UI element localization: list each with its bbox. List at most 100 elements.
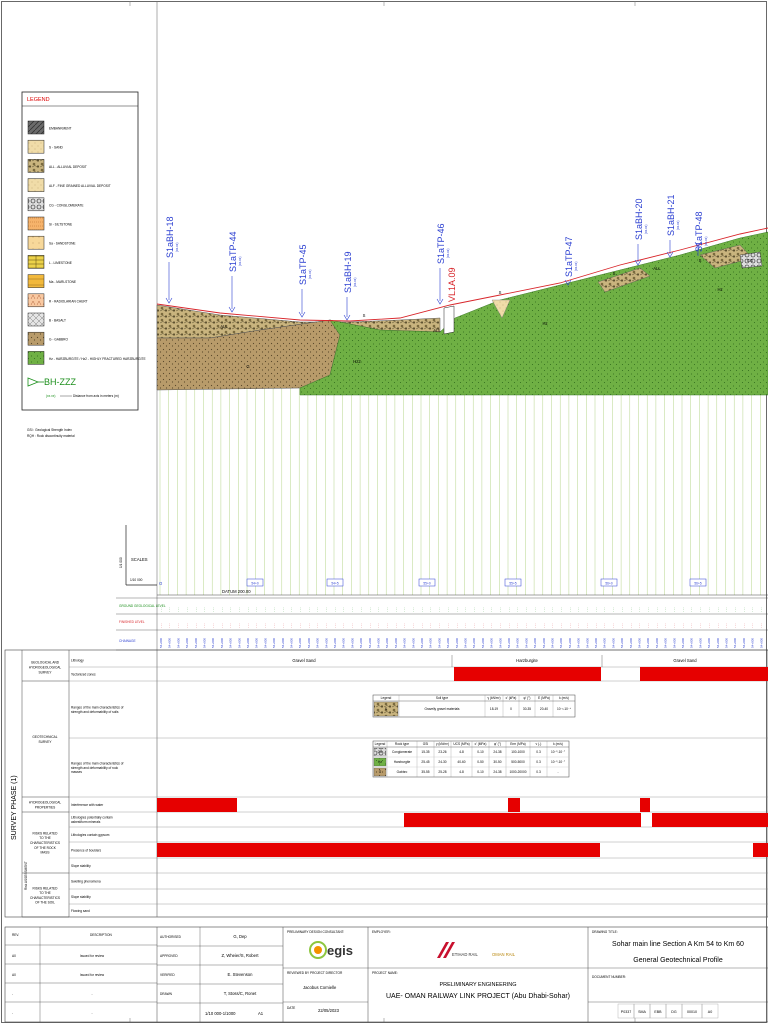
project-label: PROJECT NAME: <box>372 971 398 975</box>
ground-level-tick: - - - <box>542 607 546 612</box>
finished-level-tick: - - - <box>559 623 563 628</box>
ground-level-tick: - - - <box>307 607 311 612</box>
legend-item-label: CG - CONGLOMERATE <box>49 203 83 207</box>
finished-level-tick: - - - <box>655 623 659 628</box>
chainage-tick: 54+000 <box>246 638 250 648</box>
ground-level-tick: - - - <box>707 607 711 612</box>
unit-label: Hz2 <box>353 359 361 364</box>
chainage-tick: 54+000 <box>220 638 224 648</box>
scale-bar: SCALES 1/1 000 1/10 000 <box>119 525 157 586</box>
table-cell: 10⁻⁵-10⁻⁷ <box>551 750 566 754</box>
table-cell: CG <box>378 750 383 754</box>
role-label: APPROVED <box>160 954 178 958</box>
chainage-tick: 54+000 <box>646 638 650 648</box>
legend-item-label: Ma - MARLSTONE <box>49 280 76 284</box>
doc-number-value: SMA <box>638 1010 646 1014</box>
drawing-title-label: DRAWING TITLE: <box>592 930 618 934</box>
risk-bar-water-1 <box>157 798 237 812</box>
structure-label: VL1A.09 <box>447 267 457 302</box>
borehole-sub: (xx.xx) <box>175 243 179 252</box>
survey-group-label: RISKS RELATED TO THE CHARACTERISTICS OF THE… <box>30 886 60 904</box>
ground-level-tick: - - - <box>377 607 381 612</box>
legend-borehole-label: BH-ZZZ <box>44 377 76 387</box>
table-header: φ' (°) <box>494 742 501 746</box>
table-header: Erm (MPa) <box>510 742 525 746</box>
sheet-value: A1 <box>258 1011 264 1016</box>
table-header: Legend <box>375 742 386 746</box>
finished-level-tick: - - - <box>159 623 163 628</box>
finished-level-tick: - - - <box>333 623 337 628</box>
ground-level-tick: - - - <box>481 607 485 612</box>
chainage-tag-label: 54+5 <box>331 582 338 586</box>
chainage-tick: 54+000 <box>429 638 433 648</box>
chainage-tag: 56+5 <box>689 578 707 587</box>
finished-level-tick: - - - <box>290 623 294 628</box>
legend-item-label: S - SAND <box>49 146 64 150</box>
legend-item-b: B - BASALT <box>27 312 66 327</box>
borehole-s1atp-45: S1aTP-45 (xx.xx) <box>298 244 312 318</box>
soil-properties-table: Legend Soil type γ (kN/m³) c' (kPa) φ' (°) E … <box>372 694 576 718</box>
borehole-label: S1aTP-48 <box>694 211 704 252</box>
finished-level-tick: - - - <box>638 623 642 628</box>
ground-level-tick: - - - <box>411 607 415 612</box>
chainage-tick: 54+000 <box>681 638 685 648</box>
role-label: AUTHORISED <box>160 935 182 939</box>
legend-item-label: Hz - HARZBURGITE / Hz2 - HIGHLY FRACTURE… <box>49 357 146 361</box>
chainage-tag-box <box>600 578 618 587</box>
finished-level-tick: - - - <box>551 623 555 628</box>
table-cell: 24-30 <box>438 760 446 764</box>
chainage-tag: 55+5 <box>504 578 522 587</box>
chainage-tick: 54+000 <box>568 638 572 648</box>
ground-level-tick: - - - <box>437 607 441 612</box>
chainage-tag-label: 54+0 <box>251 582 258 586</box>
table-swatch <box>373 747 387 757</box>
ground-level-tick: - - - <box>611 607 615 612</box>
table-cell: 0.3 <box>536 770 541 774</box>
survey-row-label: Ranges of the main characteristics of str… <box>71 706 124 714</box>
table-cell: 4-8 <box>459 770 464 774</box>
ground-level-tick: - - - <box>446 607 450 612</box>
chainage-tag: 54+5 <box>326 578 344 587</box>
datum-label: DATUM 200.00 <box>222 589 251 594</box>
legend-swatch <box>27 293 45 308</box>
finished-level-tick: - - - <box>568 623 572 628</box>
chainage-tick: 54+000 <box>350 638 354 648</box>
chainage-tick: 54+000 <box>490 638 494 648</box>
risk-bar-boulders-2 <box>753 843 768 857</box>
chainage-tick: 54+000 <box>368 638 372 648</box>
ground-level-tick: - - - <box>316 607 320 612</box>
finished-level-tick: - - - <box>307 623 311 628</box>
unit-label: ALL <box>220 324 228 329</box>
legend-item-ma: Ma - MARLSTONE <box>27 274 76 288</box>
finished-level-tick: - - - <box>368 623 372 628</box>
chainage-tick: 54+000 <box>533 638 537 648</box>
table-cell: Gabbro <box>397 770 408 774</box>
person-name: G, Dep <box>233 934 247 939</box>
legend-borehole-note: Distance from axis in meters (m) <box>73 394 119 398</box>
table-cell: 25-45 <box>421 760 429 764</box>
table-header: Legend <box>381 696 392 700</box>
ground-level-tick: - - - <box>368 607 372 612</box>
legend-swatch <box>27 312 45 327</box>
ground-level-tick: - - - <box>733 607 737 612</box>
ground-level-tick: - - - <box>255 607 259 612</box>
table-cell: 500-5000 <box>511 760 525 764</box>
ground-level-tick: - - - <box>272 607 276 612</box>
ground-level-tick: - - - <box>533 607 537 612</box>
ground-level-tick: - - - <box>551 607 555 612</box>
legend-item-all: ALL - ALLUVIAL DEPOSIT <box>27 159 87 173</box>
chainage-tick: 54+000 <box>559 638 563 648</box>
chainage-tick: 54+000 <box>342 638 346 648</box>
rev-header: REV. <box>12 933 19 937</box>
scale-value: 1/10 000-1/1000 <box>205 1011 236 1016</box>
doc-number-value: A0 <box>708 1010 712 1014</box>
ground-level-tick: - - - <box>690 607 694 612</box>
borehole-arrow-icon <box>436 298 444 305</box>
finished-level-tick: - - - <box>229 623 233 628</box>
finished-level-tick: - - - <box>411 623 415 628</box>
table-cell: 20-40 <box>540 707 548 711</box>
survey-group-label: RISKS RELATED TO THE CHARACTERISTICS OF THE… <box>30 831 60 854</box>
borehole-label: S1aTP-47 <box>564 236 574 277</box>
chainage-tick: 54+000 <box>638 638 642 648</box>
chainage-tick: 54+000 <box>594 638 598 648</box>
